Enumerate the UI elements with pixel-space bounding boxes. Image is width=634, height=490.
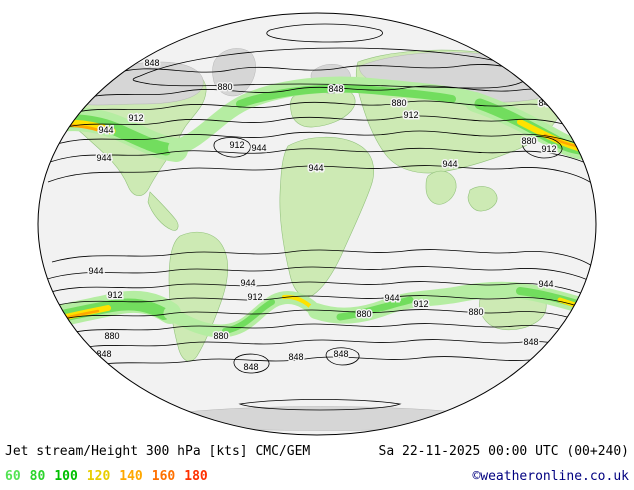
contour-label-944: 944 — [442, 159, 457, 169]
copyright-link[interactable]: ©weatheronline.co.uk — [472, 469, 629, 484]
map-footer: Jet stream/Height 300 hPa [kts] CMC/GEM … — [0, 443, 634, 490]
contour-label-944: 944 — [96, 153, 111, 163]
contour-label-912: 912 — [403, 110, 418, 120]
contour-label-944: 944 — [98, 125, 113, 135]
map-title: Jet stream/Height 300 hPa [kts] CMC/GEM — [5, 444, 311, 459]
contour-label-848: 848 — [333, 349, 348, 359]
contour-label-912: 912 — [247, 292, 262, 302]
jet-core-indian-ocean — [336, 296, 414, 321]
continent-greenland — [212, 48, 256, 97]
color-scale: 60 80 100 120 140 160 180 — [5, 465, 217, 484]
contour-label-880: 880 — [521, 136, 536, 146]
contour-label-944: 944 — [538, 279, 553, 289]
contour-label-880: 880 — [356, 309, 371, 319]
contour-label-880: 880 — [213, 331, 228, 341]
contour-label-880: 880 — [391, 98, 406, 108]
height-contours — [39, 23, 596, 411]
contour-label-848: 848 — [523, 337, 538, 347]
region-central-america — [147, 191, 179, 231]
scale-value-140: 140 — [119, 469, 143, 484]
contour-label-912: 912 — [229, 140, 244, 150]
scale-value-100: 100 — [54, 469, 78, 484]
jet-core-south-america — [222, 299, 275, 334]
region-arctic-canada — [65, 61, 204, 106]
contour-label-944: 944 — [251, 143, 266, 153]
contour-label-912: 912 — [107, 290, 122, 300]
scale-value-120: 120 — [86, 469, 111, 484]
region-southeast-asia — [467, 186, 498, 212]
contour-label-848: 848 — [96, 349, 111, 359]
region-india — [425, 170, 457, 205]
scale-value-180: 180 — [184, 469, 208, 484]
map-datetime: Sa 22-11-2025 00:00 UTC (00+240) — [378, 444, 629, 459]
contour-label-944: 944 — [384, 293, 399, 303]
contour-label-912: 912 — [128, 113, 143, 123]
contour-label-912: 912 — [413, 299, 428, 309]
continent-south-america — [168, 231, 229, 362]
continent-africa — [279, 136, 374, 298]
contour-label-848: 848 — [288, 352, 303, 362]
scale-value-60: 60 — [5, 469, 21, 484]
jet-stream-map: 848 880 848 880 848 912 944 912 912 944 880 912 944 9… — [37, 12, 597, 436]
scale-value-160: 160 — [151, 469, 176, 484]
contour-label-944: 944 — [240, 278, 255, 288]
contour-labels: 848 880 848 880 848 912 944 912 912 944 880 912 944 9… — [87, 57, 558, 374]
world-map-container: 848 880 848 880 848 912 944 912 912 944 880 912 944 9… — [37, 12, 597, 436]
globe-outline — [37, 12, 597, 436]
contour-label-912: 912 — [541, 144, 556, 154]
scale-value-80: 80 — [29, 469, 46, 484]
contour-label-944: 944 — [88, 266, 103, 276]
contour-label-848: 848 — [243, 362, 258, 372]
contour-label-880: 880 — [468, 307, 483, 317]
contour-label-944: 944 — [308, 163, 323, 173]
contour-label-848: 848 — [328, 84, 343, 94]
footer-title-row: Jet stream/Height 300 hPa [kts] CMC/GEM … — [5, 444, 629, 465]
contour-label-880: 880 — [104, 331, 119, 341]
contour-label-848: 848 — [144, 58, 159, 68]
contour-label-880: 880 — [217, 82, 232, 92]
footer-legend-row: 60 80 100 120 140 160 180 ©weatheronline.co.uk — [5, 465, 629, 486]
